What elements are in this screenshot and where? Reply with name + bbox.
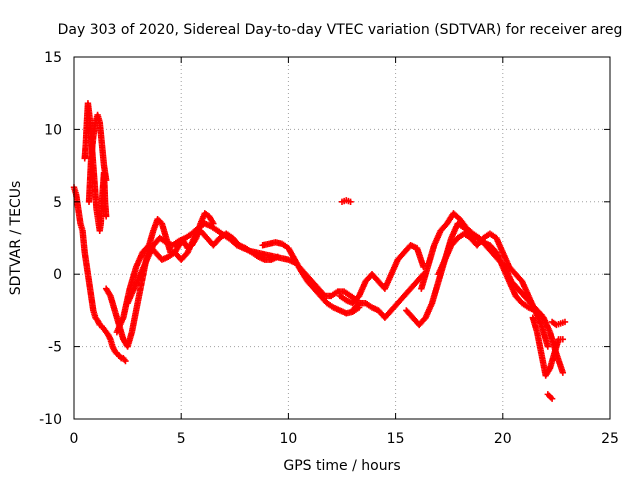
axis-ticks bbox=[73, 56, 611, 420]
data-point bbox=[347, 198, 354, 205]
series-satellite-track-1 bbox=[70, 184, 129, 365]
series-satellite-track-2 bbox=[81, 100, 110, 234]
series-satellite-track-13 bbox=[435, 230, 552, 350]
data-point bbox=[102, 213, 110, 220]
x-tick-label: 0 bbox=[70, 431, 79, 447]
data-point bbox=[102, 176, 110, 184]
series-satellite-track-17 bbox=[544, 391, 556, 402]
x-tick-label: 15 bbox=[387, 431, 405, 447]
series-satellite-track-14 bbox=[529, 314, 567, 379]
x-tick-labels: 0 5 10 15 20 25 bbox=[70, 431, 619, 447]
plot-frame bbox=[73, 56, 611, 420]
series-satellite-track-12 bbox=[418, 210, 567, 376]
series-satellite-track-3 bbox=[85, 111, 110, 205]
y-axis-label: SDTVAR / TECUs bbox=[8, 181, 24, 296]
grid-lines bbox=[74, 57, 610, 419]
data-point bbox=[559, 369, 567, 376]
series-satellite-track-9 bbox=[336, 242, 427, 307]
data-point bbox=[559, 336, 567, 343]
data-points bbox=[70, 100, 569, 402]
y-tick-label: 15 bbox=[44, 50, 62, 66]
x-tick-label: 20 bbox=[494, 431, 512, 447]
data-point bbox=[548, 395, 556, 402]
y-tick-label: 10 bbox=[44, 122, 62, 138]
x-axis-label: GPS time / hours bbox=[283, 458, 400, 474]
data-point bbox=[544, 343, 552, 350]
data-point bbox=[561, 318, 569, 326]
series-satellite-track-15 bbox=[548, 318, 569, 329]
x-tick-label: 5 bbox=[177, 431, 186, 447]
series-satellite-track-16 bbox=[338, 197, 354, 205]
series-satellite-track-8 bbox=[295, 263, 361, 304]
series-satellite-track-6 bbox=[124, 220, 299, 307]
y-tick-label: 0 bbox=[53, 267, 62, 283]
data-point bbox=[122, 357, 129, 365]
x-tick-label: 10 bbox=[279, 431, 297, 447]
y-tick-label: -10 bbox=[39, 412, 62, 428]
x-tick-label: 25 bbox=[601, 431, 619, 447]
y-tick-label: -5 bbox=[48, 340, 62, 356]
y-tick-label: 5 bbox=[53, 195, 62, 211]
chart-title: Day 303 of 2020, Sidereal Day-to-day VTE… bbox=[58, 22, 623, 38]
y-tick-labels: -10 -5 0 5 10 15 bbox=[39, 50, 62, 428]
